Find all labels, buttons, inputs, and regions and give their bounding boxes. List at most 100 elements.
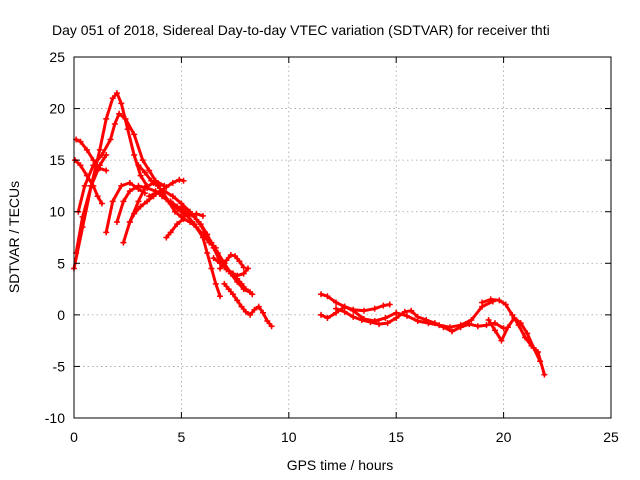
data-point-marker bbox=[122, 115, 129, 122]
x-tick-labels: 0 5 10 15 20 25 bbox=[70, 429, 619, 445]
series-track-17 bbox=[221, 280, 275, 330]
data-point-marker bbox=[120, 198, 127, 205]
data-point-marker bbox=[217, 260, 224, 267]
data-point-marker bbox=[474, 323, 481, 330]
series-track-22 bbox=[485, 314, 544, 365]
data-point-marker bbox=[135, 198, 142, 205]
data-point-marker bbox=[126, 188, 133, 195]
axis-ticks bbox=[73, 56, 612, 419]
data-point-marker bbox=[229, 270, 236, 277]
data-point-marker bbox=[414, 313, 421, 320]
data-point-marker bbox=[376, 321, 383, 328]
chart-title: Day 051 of 2018, Sidereal Day-to-day VTE… bbox=[52, 22, 550, 38]
data-point-marker bbox=[238, 303, 245, 310]
data-point-marker bbox=[131, 210, 138, 217]
data-point-marker bbox=[169, 193, 176, 200]
data-point-marker bbox=[193, 210, 200, 217]
data-point-marker bbox=[169, 179, 176, 186]
x-tick-label: 15 bbox=[388, 429, 404, 445]
series-line bbox=[72, 91, 149, 270]
data-point-marker bbox=[137, 172, 144, 179]
data-point-marker bbox=[341, 308, 348, 315]
data-point-marker bbox=[107, 136, 114, 143]
data-point-marker bbox=[180, 177, 187, 184]
x-tick-label: 25 bbox=[603, 429, 619, 445]
data-point-marker bbox=[496, 297, 503, 304]
data-point-marker bbox=[171, 208, 178, 215]
data-point-marker bbox=[152, 190, 159, 197]
data-point-marker bbox=[113, 219, 120, 226]
y-tick-label: 15 bbox=[49, 152, 65, 168]
data-point-marker bbox=[318, 291, 325, 298]
data-point-marker bbox=[487, 296, 494, 303]
y-tick-label: -5 bbox=[53, 358, 66, 374]
x-tick-label: 10 bbox=[281, 429, 297, 445]
data-point-marker bbox=[144, 198, 151, 205]
data-point-marker bbox=[234, 297, 241, 304]
data-point-marker bbox=[77, 162, 84, 169]
plot-frame bbox=[73, 56, 612, 419]
data-series bbox=[71, 90, 548, 378]
y-tick-label: 5 bbox=[57, 255, 65, 271]
data-point-marker bbox=[141, 184, 148, 191]
data-point-marker bbox=[502, 301, 509, 308]
data-point-marker bbox=[225, 286, 232, 293]
data-point-marker bbox=[517, 320, 524, 327]
data-point-marker bbox=[232, 253, 239, 260]
series-line bbox=[480, 297, 546, 377]
data-point-marker bbox=[96, 162, 103, 169]
data-point-marker bbox=[103, 115, 110, 122]
data-point-marker bbox=[120, 239, 127, 246]
x-tick-label: 20 bbox=[496, 429, 512, 445]
data-point-marker bbox=[180, 215, 187, 222]
data-point-marker bbox=[440, 324, 447, 331]
data-point-marker bbox=[229, 291, 236, 298]
data-point-marker bbox=[541, 371, 548, 378]
data-point-marker bbox=[483, 322, 490, 329]
series-line bbox=[164, 217, 218, 250]
data-point-marker bbox=[264, 318, 271, 325]
data-point-marker bbox=[324, 293, 331, 300]
data-point-marker bbox=[393, 309, 400, 316]
data-point-marker bbox=[139, 157, 146, 164]
data-point-marker bbox=[163, 183, 170, 190]
data-point-marker bbox=[511, 314, 518, 321]
data-point-marker bbox=[176, 176, 183, 183]
data-point-marker bbox=[324, 314, 331, 321]
data-point-marker bbox=[146, 193, 153, 200]
data-point-marker bbox=[137, 203, 144, 210]
data-point-marker bbox=[109, 198, 116, 205]
data-point-marker bbox=[174, 221, 181, 228]
data-point-marker bbox=[401, 308, 408, 315]
data-point-marker bbox=[268, 323, 275, 330]
data-point-marker bbox=[199, 234, 206, 241]
data-point-marker bbox=[524, 330, 531, 337]
series-track-20 bbox=[333, 305, 507, 335]
data-point-marker bbox=[167, 229, 174, 236]
data-point-marker bbox=[255, 303, 262, 310]
data-point-marker bbox=[341, 303, 348, 310]
data-point-marker bbox=[109, 95, 116, 102]
data-point-marker bbox=[204, 249, 211, 256]
data-point-marker bbox=[88, 182, 95, 189]
series-line bbox=[319, 292, 392, 313]
data-point-marker bbox=[251, 306, 258, 313]
data-point-marker bbox=[318, 311, 325, 318]
data-point-marker bbox=[118, 100, 125, 107]
data-point-marker bbox=[504, 324, 511, 331]
y-axis-label: SDTVAR / TECUs bbox=[6, 181, 22, 293]
data-point-marker bbox=[204, 231, 211, 238]
data-point-marker bbox=[161, 188, 168, 195]
series-line bbox=[212, 256, 254, 296]
data-point-marker bbox=[236, 258, 243, 265]
data-point-marker bbox=[94, 193, 101, 200]
data-point-marker bbox=[223, 257, 230, 264]
data-point-marker bbox=[537, 358, 544, 365]
data-point-marker bbox=[242, 286, 249, 293]
y-tick-label: 0 bbox=[57, 307, 65, 323]
data-point-marker bbox=[199, 212, 206, 219]
data-point-marker bbox=[249, 291, 256, 298]
data-point-marker bbox=[126, 179, 133, 186]
data-point-marker bbox=[382, 314, 389, 321]
data-point-marker bbox=[178, 203, 185, 210]
